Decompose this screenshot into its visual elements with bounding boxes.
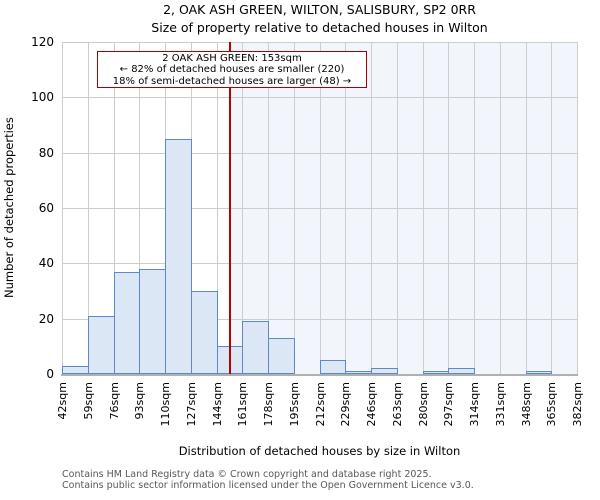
x-tick-label: 212sqm: [313, 382, 327, 427]
histogram-bar: [268, 338, 295, 374]
x-tick-label: 246sqm: [365, 382, 378, 427]
x-gridline: [474, 42, 475, 374]
x-gridline: [371, 42, 372, 374]
footer-attribution-2: Contains public sector information licen…: [62, 480, 474, 491]
histogram-bar: [371, 368, 398, 374]
x-gridline: [319, 42, 321, 374]
plot-area: [61, 42, 578, 376]
y-tick-label: 20: [38, 311, 54, 326]
x-gridline: [87, 42, 89, 374]
x-tick-label: 195sqm: [287, 382, 301, 427]
x-gridline: [268, 42, 269, 374]
histogram-bar: [139, 268, 166, 374]
histogram-bar: [242, 321, 269, 374]
annotation-line-1: 2 OAK ASH GREEN: 153sqm: [162, 53, 302, 64]
x-tick-label: 127sqm: [184, 382, 198, 427]
x-gridline: [242, 42, 244, 374]
histogram-bar: [113, 271, 141, 374]
x-tick-label: 331sqm: [493, 382, 507, 427]
x-gridline: [139, 42, 141, 374]
x-gridline: [448, 42, 450, 374]
x-tick-label: 76sqm: [107, 382, 121, 420]
x-gridline: [216, 42, 218, 374]
x-gridline: [577, 42, 578, 374]
x-gridline: [499, 42, 501, 374]
x-gridline: [62, 42, 63, 374]
y-tick-label: 80: [38, 145, 54, 160]
x-tick-label: 314sqm: [468, 382, 481, 427]
x-tick-label: 144sqm: [210, 382, 224, 427]
x-tick-label: 178sqm: [262, 382, 275, 427]
x-tick-label: 348sqm: [519, 382, 533, 427]
x-gridline: [551, 42, 553, 374]
x-tick-label: 263sqm: [390, 382, 404, 427]
x-gridline: [396, 42, 398, 374]
property-marker-line: [229, 42, 232, 374]
histogram-bar: [448, 368, 475, 374]
y-tick-label: 120: [31, 35, 54, 49]
y-tick-label: 40: [38, 256, 54, 271]
histogram-bar: [319, 360, 347, 374]
y-tick-label: 60: [38, 201, 54, 215]
x-axis-spine: [61, 374, 578, 376]
histogram-bar: [165, 138, 192, 374]
chart-title: 2, OAK ASH GREEN, WILTON, SALISBURY, SP2…: [163, 2, 476, 17]
histogram-bar: [87, 315, 115, 374]
x-tick-label: 110sqm: [159, 382, 172, 427]
x-tick-label: 382sqm: [571, 382, 584, 427]
annotation-box: 2 OAK ASH GREEN: 153sqm ← 82% of detache…: [97, 51, 367, 88]
annotation-line-3: 18% of semi-detached houses are larger (…: [112, 75, 352, 87]
x-gridline: [293, 42, 295, 374]
x-gridline: [525, 42, 527, 374]
y-tick-label: 100: [31, 90, 54, 105]
histogram-bar: [62, 365, 89, 374]
x-gridline: [422, 42, 424, 374]
annotation-line-2: ← 82% of detached houses are smaller (22…: [119, 64, 345, 76]
histogram-bar: [525, 371, 553, 374]
x-tick-label: 42sqm: [56, 382, 69, 420]
histogram-bar: [190, 291, 218, 374]
x-tick-label: 161sqm: [236, 382, 250, 427]
x-tick-label: 229sqm: [339, 382, 353, 427]
x-tick-label: 280sqm: [416, 382, 430, 427]
x-gridline: [345, 42, 347, 374]
y-tick-label: 0: [46, 367, 54, 381]
chart-subtitle: Size of property relative to detached ho…: [151, 20, 488, 35]
x-axis-title: Distribution of detached houses by size …: [178, 444, 461, 458]
x-gridline: [113, 42, 115, 374]
x-tick-label: 365sqm: [545, 382, 559, 427]
x-tick-label: 297sqm: [442, 382, 456, 427]
x-tick-label: 59sqm: [81, 382, 95, 420]
x-tick-label: 93sqm: [133, 382, 147, 420]
footer-attribution-1: Contains HM Land Registry data © Crown c…: [62, 469, 432, 480]
